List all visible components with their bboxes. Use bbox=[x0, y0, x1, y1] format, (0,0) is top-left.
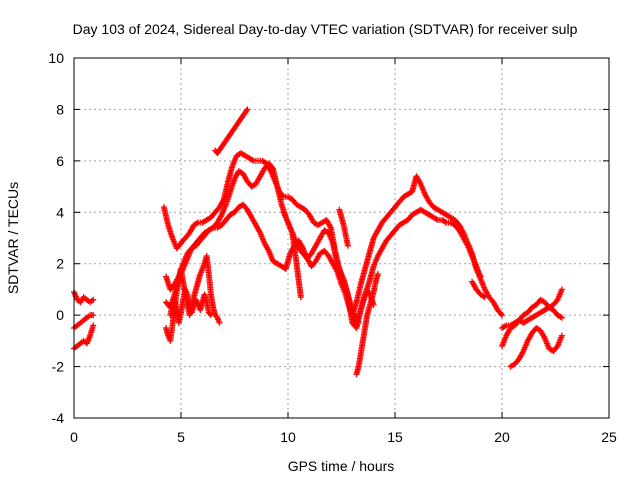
y-tick-label: -4 bbox=[52, 410, 65, 426]
data-point-t11 bbox=[374, 271, 381, 277]
x-tick-label: 20 bbox=[494, 429, 510, 445]
data-point-t4 bbox=[216, 319, 223, 326]
y-tick-label: -2 bbox=[52, 359, 65, 375]
y-tick-label: 2 bbox=[56, 256, 64, 272]
x-axis-label: GPS time / hours bbox=[288, 458, 395, 474]
data-point-t9 bbox=[497, 310, 504, 317]
data-point-t0c bbox=[90, 322, 97, 329]
data-points bbox=[71, 106, 565, 378]
y-tick-label: 0 bbox=[56, 307, 64, 323]
x-tick-label: 25 bbox=[601, 429, 617, 445]
grid bbox=[74, 58, 609, 418]
y-axis-label: SDTVAR / TECUs bbox=[5, 182, 21, 294]
data-point-t5 bbox=[207, 312, 214, 319]
data-point-t13 bbox=[558, 314, 565, 321]
data-point-t12 bbox=[481, 294, 488, 301]
data-point-t10 bbox=[477, 273, 484, 280]
x-tick-label: 0 bbox=[70, 429, 78, 445]
data-point-t5 bbox=[206, 310, 213, 317]
data-point-t15 bbox=[558, 332, 565, 339]
x-tick-label: 5 bbox=[177, 429, 185, 445]
y-tick-label: 4 bbox=[56, 204, 64, 220]
data-point-t0a bbox=[90, 296, 97, 303]
y-tick-label: 10 bbox=[48, 50, 64, 66]
chart-title: Day 103 of 2024, Sidereal Day-to-day VTE… bbox=[73, 21, 578, 37]
y-tick-label: 8 bbox=[56, 101, 64, 117]
data-point-t8 bbox=[344, 242, 351, 249]
y-tick-label: 6 bbox=[56, 153, 64, 169]
data-point-t0b bbox=[90, 312, 97, 319]
x-tick-label: 10 bbox=[280, 429, 296, 445]
data-point-t7 bbox=[297, 294, 304, 301]
data-point-t14 bbox=[558, 286, 565, 293]
data-point-t9 bbox=[499, 312, 505, 319]
data-point-t6 bbox=[244, 106, 251, 113]
plot-frame bbox=[73, 57, 610, 419]
x-tick-label: 15 bbox=[387, 429, 403, 445]
data-point-t6 bbox=[243, 107, 250, 114]
